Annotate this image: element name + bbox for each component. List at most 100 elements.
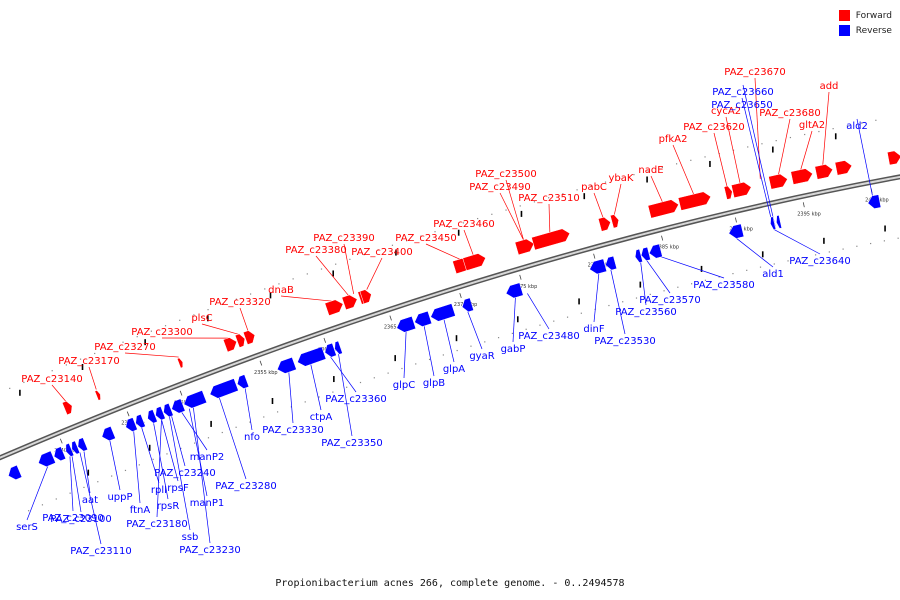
- gene-arrows[interactable]: [6, 150, 900, 482]
- forward-gene-arrow-shape[interactable]: [234, 333, 247, 348]
- reverse-gene-arrow-shape[interactable]: [52, 446, 67, 463]
- reverse-gene-arrow[interactable]: [52, 446, 67, 463]
- forward-gene-arrow-shape[interactable]: [677, 190, 712, 211]
- reverse-gene-arrow-shape[interactable]: [100, 425, 116, 443]
- forward-gene-arrow[interactable]: [176, 357, 184, 369]
- forward-gene-arrow-shape[interactable]: [790, 167, 814, 185]
- forward-gene-arrow-shape[interactable]: [61, 400, 74, 416]
- reverse-gene-arrow-shape[interactable]: [169, 398, 186, 415]
- reverse-gene-arrow-shape[interactable]: [295, 346, 327, 369]
- forward-gene-arrow[interactable]: [341, 293, 359, 311]
- forward-gene-arrow[interactable]: [647, 198, 680, 219]
- reverse-gene-arrow[interactable]: [648, 243, 663, 260]
- reverse-gene-arrow[interactable]: [604, 255, 618, 271]
- reverse-gene-arrow-shape[interactable]: [133, 413, 146, 429]
- forward-gene-arrow-shape[interactable]: [834, 159, 853, 176]
- reverse-gene-arrow[interactable]: [395, 315, 417, 334]
- reverse-gene-arrow-shape[interactable]: [323, 342, 337, 359]
- reverse-gene-arrow[interactable]: [208, 378, 239, 400]
- reverse-gene-arrow[interactable]: [634, 248, 643, 263]
- reverse-gene-arrow-shape[interactable]: [123, 417, 138, 433]
- reverse-gene-arrow[interactable]: [640, 246, 651, 262]
- reverse-gene-arrow-shape[interactable]: [775, 214, 783, 229]
- reverse-gene-arrow[interactable]: [63, 442, 75, 457]
- reverse-gene-arrow[interactable]: [75, 437, 89, 453]
- reverse-gene-arrow[interactable]: [275, 356, 297, 375]
- forward-gene-arrow[interactable]: [234, 333, 247, 348]
- forward-gene-arrow[interactable]: [730, 181, 752, 199]
- forward-gene-arrow[interactable]: [514, 237, 536, 256]
- forward-gene-arrow-shape[interactable]: [359, 288, 374, 305]
- forward-gene-arrow-shape[interactable]: [723, 185, 734, 200]
- forward-gene-arrow-shape[interactable]: [597, 216, 612, 232]
- reverse-gene-arrow-shape[interactable]: [275, 356, 297, 375]
- reverse-gene-arrow[interactable]: [145, 409, 158, 425]
- reverse-gene-arrow-shape[interactable]: [460, 297, 474, 313]
- reverse-gene-arrow-shape[interactable]: [395, 315, 417, 334]
- forward-gene-arrow[interactable]: [359, 288, 374, 305]
- forward-gene-arrow-shape[interactable]: [609, 214, 620, 229]
- reverse-gene-arrow-shape[interactable]: [36, 450, 56, 469]
- reverse-gene-arrow-shape[interactable]: [588, 258, 608, 276]
- reverse-gene-arrow[interactable]: [769, 216, 777, 231]
- forward-gene-arrow-shape[interactable]: [242, 329, 257, 345]
- forward-gene-arrow[interactable]: [814, 163, 834, 180]
- reverse-gene-arrow-shape[interactable]: [333, 340, 343, 355]
- reverse-gene-arrow[interactable]: [460, 297, 474, 313]
- reverse-gene-arrow[interactable]: [867, 194, 882, 210]
- forward-gene-arrow[interactable]: [61, 400, 74, 416]
- reverse-gene-arrow[interactable]: [504, 282, 524, 300]
- reverse-gene-arrow-shape[interactable]: [413, 310, 433, 328]
- forward-gene-arrow-shape[interactable]: [176, 357, 184, 369]
- reverse-gene-arrow-shape[interactable]: [727, 223, 745, 240]
- forward-gene-arrow-shape[interactable]: [462, 252, 488, 271]
- reverse-gene-arrow-shape[interactable]: [145, 409, 158, 425]
- forward-gene-arrow[interactable]: [768, 173, 789, 190]
- forward-gene-arrow-shape[interactable]: [94, 390, 102, 401]
- reverse-gene-arrow[interactable]: [775, 214, 783, 229]
- forward-gene-arrow[interactable]: [723, 185, 734, 200]
- reverse-gene-arrow[interactable]: [100, 425, 116, 443]
- forward-gene-arrow[interactable]: [597, 216, 612, 232]
- forward-gene-arrow[interactable]: [94, 390, 102, 401]
- forward-gene-arrow[interactable]: [324, 298, 345, 316]
- reverse-gene-arrow-shape[interactable]: [69, 440, 81, 455]
- reverse-gene-arrow[interactable]: [727, 223, 745, 240]
- reverse-gene-arrow-shape[interactable]: [235, 374, 250, 391]
- forward-gene-arrow[interactable]: [677, 190, 712, 211]
- reverse-gene-arrow-shape[interactable]: [648, 243, 663, 260]
- reverse-gene-arrow[interactable]: [169, 398, 186, 415]
- reverse-gene-arrow[interactable]: [161, 402, 174, 418]
- reverse-gene-arrow-shape[interactable]: [161, 402, 174, 418]
- forward-gene-arrow-shape[interactable]: [341, 293, 359, 311]
- forward-gene-arrow-shape[interactable]: [222, 336, 239, 353]
- forward-gene-arrow[interactable]: [609, 214, 620, 229]
- reverse-gene-arrow-shape[interactable]: [769, 216, 777, 231]
- reverse-gene-arrow[interactable]: [588, 258, 608, 276]
- forward-gene-arrow[interactable]: [790, 167, 814, 185]
- reverse-gene-arrow-shape[interactable]: [604, 255, 618, 271]
- forward-gene-arrow-shape[interactable]: [324, 298, 345, 316]
- forward-gene-arrow[interactable]: [834, 159, 853, 176]
- forward-gene-arrow-shape[interactable]: [814, 163, 834, 180]
- reverse-gene-arrow-shape[interactable]: [867, 194, 882, 210]
- reverse-gene-arrow-shape[interactable]: [634, 248, 643, 263]
- reverse-gene-arrow[interactable]: [182, 390, 208, 410]
- forward-gene-arrow[interactable]: [242, 329, 257, 345]
- reverse-gene-arrow[interactable]: [333, 340, 343, 355]
- reverse-gene-arrow-shape[interactable]: [429, 303, 456, 324]
- reverse-gene-arrow-shape[interactable]: [182, 390, 208, 410]
- reverse-gene-arrow-shape[interactable]: [504, 282, 524, 300]
- reverse-gene-arrow-shape[interactable]: [6, 464, 23, 482]
- forward-gene-arrow[interactable]: [222, 336, 239, 353]
- reverse-gene-arrow[interactable]: [123, 417, 138, 433]
- reverse-gene-arrow-shape[interactable]: [208, 378, 239, 400]
- forward-gene-arrow-shape[interactable]: [768, 173, 789, 190]
- forward-gene-arrow-shape[interactable]: [531, 227, 571, 251]
- reverse-gene-arrow[interactable]: [133, 413, 146, 429]
- reverse-gene-arrow[interactable]: [413, 310, 433, 328]
- reverse-gene-arrow[interactable]: [36, 450, 56, 469]
- forward-gene-arrow[interactable]: [462, 252, 488, 271]
- reverse-gene-arrow[interactable]: [235, 374, 250, 391]
- forward-gene-arrow-shape[interactable]: [886, 150, 900, 166]
